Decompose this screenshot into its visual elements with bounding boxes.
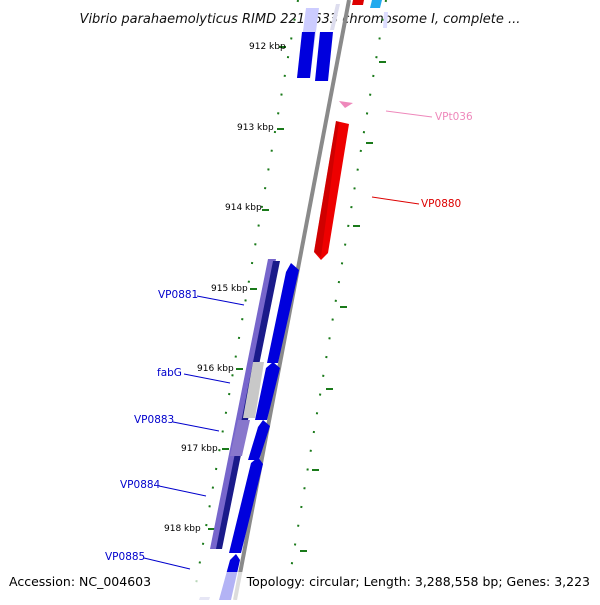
gene-arrow-shade (314, 121, 339, 257)
tick-label: 912 kbp (249, 42, 286, 52)
accession-text: Accession: NC_004603 (9, 574, 151, 589)
leader-line (196, 295, 245, 306)
gene-arrow-fabg[interactable] (255, 362, 280, 420)
map-title: Vibrio parahaemolyticus RIMD 2210633 chr… (80, 12, 521, 27)
gene-cog-band (230, 420, 250, 456)
gene-arrow-vp0881[interactable] (267, 263, 299, 363)
gene-arrow-partial[interactable] (383, 12, 388, 28)
leader-line (172, 421, 220, 432)
tick-ruler: 912 kbp 913 kbp 914 kbp 915 kbp 916 kbp … (164, 42, 386, 552)
tick-label: 918 kbp (164, 524, 201, 534)
gene-arrow-vp0884[interactable] (229, 457, 263, 553)
gene-arrow-912a[interactable] (297, 32, 315, 78)
gene-arrow-partial[interactable] (370, 0, 382, 8)
gene-arrow-vpt036[interactable] (339, 101, 353, 108)
leader-line (143, 557, 191, 570)
gene-cog-band-gap (243, 362, 264, 418)
leader-line (385, 110, 433, 118)
topology-summary-text: Topology: circular; Length: 3,288,558 bp… (246, 574, 590, 589)
gene-label-vpt036[interactable]: VPt036 (435, 111, 473, 123)
tick-label: 916 kbp (197, 364, 234, 374)
gene-label-vp0881[interactable]: VP0881 (158, 289, 198, 301)
gene-label-vp0883[interactable]: VP0883 (134, 414, 174, 426)
leader-line (183, 373, 231, 384)
gene-label-fabg[interactable]: fabG (157, 367, 182, 379)
outer-dot-track (289, 0, 387, 576)
gene-label-vp0884[interactable]: VP0884 (120, 479, 161, 491)
gene-arrow-912b[interactable] (315, 32, 333, 81)
gene-arrow-partial[interactable] (352, 0, 364, 5)
leader-line (158, 485, 207, 497)
gene-cog-band (330, 4, 340, 30)
gene-arrow-vp0880[interactable] (314, 121, 349, 260)
tick-label: 913 kbp (237, 123, 274, 133)
tick-label: 914 kbp (225, 203, 262, 213)
footer-backdrop (0, 572, 600, 600)
gene-label-vp0880[interactable]: VP0880 (421, 198, 461, 210)
gene-arrow-vp0883[interactable] (248, 420, 270, 460)
tick-label: 917 kbp (181, 444, 218, 454)
leader-line (371, 196, 420, 205)
tick-label: 915 kbp (211, 284, 248, 294)
gene-label-vp0885[interactable]: VP0885 (105, 551, 145, 563)
